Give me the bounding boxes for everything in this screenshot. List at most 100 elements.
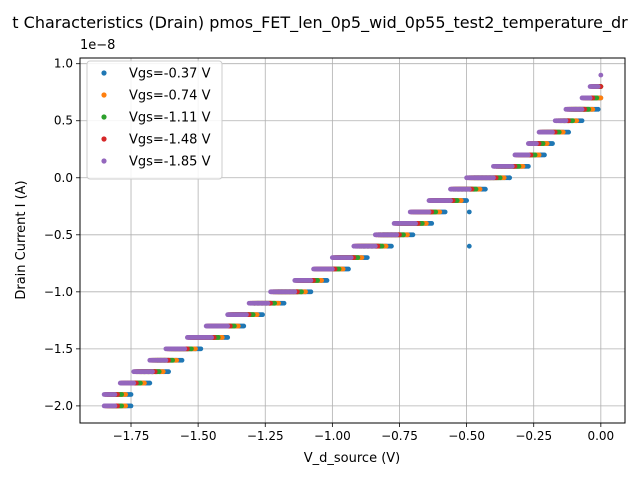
- data-point: [193, 346, 198, 352]
- data-point: [542, 152, 547, 158]
- legend: Vgs=-0.37 V Vgs=-0.74 V Vgs=-1.11 V Vgs=-1.…: [86, 60, 223, 180]
- x-axis-label: V_d_source (V): [304, 451, 400, 466]
- data-point: [566, 129, 572, 135]
- data-point: [442, 209, 448, 215]
- data-point: [244, 312, 249, 318]
- data-point: [150, 369, 155, 375]
- data-point: [516, 163, 522, 169]
- data-point: [433, 209, 439, 215]
- data-point: [595, 84, 601, 89]
- y-tick-label: −0.5: [44, 228, 73, 242]
- data-point: [329, 266, 335, 272]
- data-point: [497, 175, 503, 181]
- x-tick-label: −1.00: [314, 429, 351, 443]
- data-point: [410, 232, 416, 238]
- y-tick-label: 0.0: [54, 171, 73, 185]
- data-point: [372, 243, 378, 249]
- data-point: [507, 175, 512, 181]
- legend-marker: [101, 136, 107, 142]
- data-point: [235, 323, 241, 329]
- data-point: [219, 335, 225, 340]
- data-point: [336, 266, 342, 272]
- legend-label: Vgs=-0.37 V: [129, 67, 211, 82]
- data-point: [570, 118, 576, 124]
- data-point: [112, 392, 118, 397]
- data-point: [119, 392, 125, 397]
- data-point: [163, 357, 169, 363]
- data-point: [225, 323, 231, 329]
- y-tick-label: −2.0: [44, 399, 73, 413]
- data-point: [174, 357, 180, 363]
- data-point: [166, 369, 171, 375]
- data-point: [586, 106, 592, 112]
- x-tick-label: −0.75: [381, 429, 418, 443]
- data-point: [131, 380, 137, 386]
- data-point: [536, 152, 542, 158]
- data-point: [319, 278, 325, 283]
- data-point: [359, 255, 365, 261]
- x-tick-label: −0.25: [515, 429, 552, 443]
- chart-title: t Characteristics (Drain) pmos_FET_len_0…: [12, 13, 628, 33]
- legend-label: Vgs=-1.48 V: [129, 133, 211, 148]
- data-point: [501, 175, 507, 181]
- legend-marker: [101, 114, 107, 120]
- legend-marker: [101, 70, 107, 76]
- data-point: [426, 209, 432, 215]
- data-point: [379, 243, 385, 249]
- x-tick-label: 0.00: [587, 429, 614, 443]
- data-point: [574, 118, 580, 124]
- data-point: [560, 129, 566, 135]
- data-point: [563, 118, 569, 124]
- data-point: [355, 255, 361, 261]
- data-point: [123, 392, 129, 397]
- data-point: [315, 278, 320, 283]
- data-point: [215, 335, 221, 340]
- x-axis: −1.75 −1.50 −1.25 −1.00 −0.75 −0.50 −0.25 0.00: [113, 423, 614, 443]
- data-point: [383, 243, 389, 249]
- y-axis-offset-label: 1e−8: [80, 38, 115, 53]
- x-tick-label: −0.50: [448, 429, 485, 443]
- y-axis-label: Drain Current I (A): [14, 180, 29, 299]
- data-point: [292, 289, 298, 295]
- data-point: [401, 232, 406, 238]
- data-point: [550, 129, 555, 135]
- data-point: [182, 346, 188, 352]
- data-point: [198, 346, 204, 352]
- series-4: [101, 72, 604, 409]
- data-point: [473, 186, 479, 192]
- x-tick-label: −1.25: [247, 429, 284, 443]
- data-point: [364, 255, 370, 261]
- data-point: [170, 357, 176, 363]
- data-point: [525, 163, 531, 169]
- legend-marker: [101, 158, 107, 164]
- data-point: [598, 95, 604, 101]
- data-point: [466, 209, 472, 215]
- data-point: [308, 278, 314, 283]
- y-tick-label: 0.5: [54, 114, 73, 128]
- data-point: [179, 357, 185, 363]
- x-tick-label: −1.50: [180, 429, 217, 443]
- points-layer: [101, 72, 604, 409]
- y-tick-label: −1.5: [44, 342, 73, 356]
- data-point: [458, 198, 464, 203]
- data-point: [594, 95, 600, 101]
- data-point: [394, 232, 400, 238]
- data-point: [241, 323, 247, 329]
- data-point: [160, 369, 166, 375]
- data-point: [276, 300, 282, 306]
- data-point: [156, 369, 162, 375]
- data-point: [579, 118, 585, 124]
- data-point: [346, 266, 351, 272]
- legend-label: Vgs=-0.74 V: [129, 89, 211, 104]
- data-point: [405, 232, 410, 238]
- data-point: [598, 72, 604, 78]
- plot-frame: [79, 57, 626, 424]
- data-point: [464, 198, 470, 203]
- data-point: [281, 300, 287, 306]
- data-point: [303, 289, 308, 295]
- data-point: [579, 106, 585, 112]
- grid-layer: [80, 58, 625, 423]
- data-point: [299, 289, 304, 295]
